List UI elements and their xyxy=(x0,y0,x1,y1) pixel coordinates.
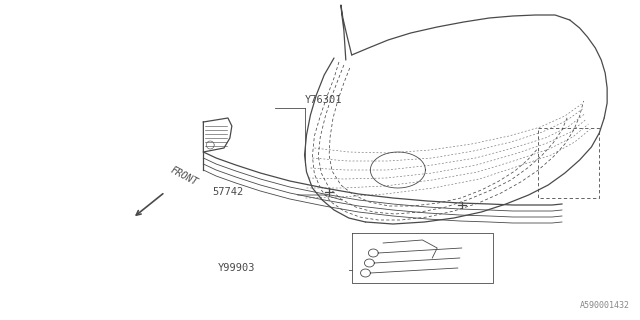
Text: FRONT: FRONT xyxy=(169,165,200,188)
Text: Y99903: Y99903 xyxy=(218,263,255,273)
Text: Y76301: Y76301 xyxy=(305,95,342,105)
Text: 57742: 57742 xyxy=(212,187,244,197)
Text: A590001432: A590001432 xyxy=(580,300,630,309)
